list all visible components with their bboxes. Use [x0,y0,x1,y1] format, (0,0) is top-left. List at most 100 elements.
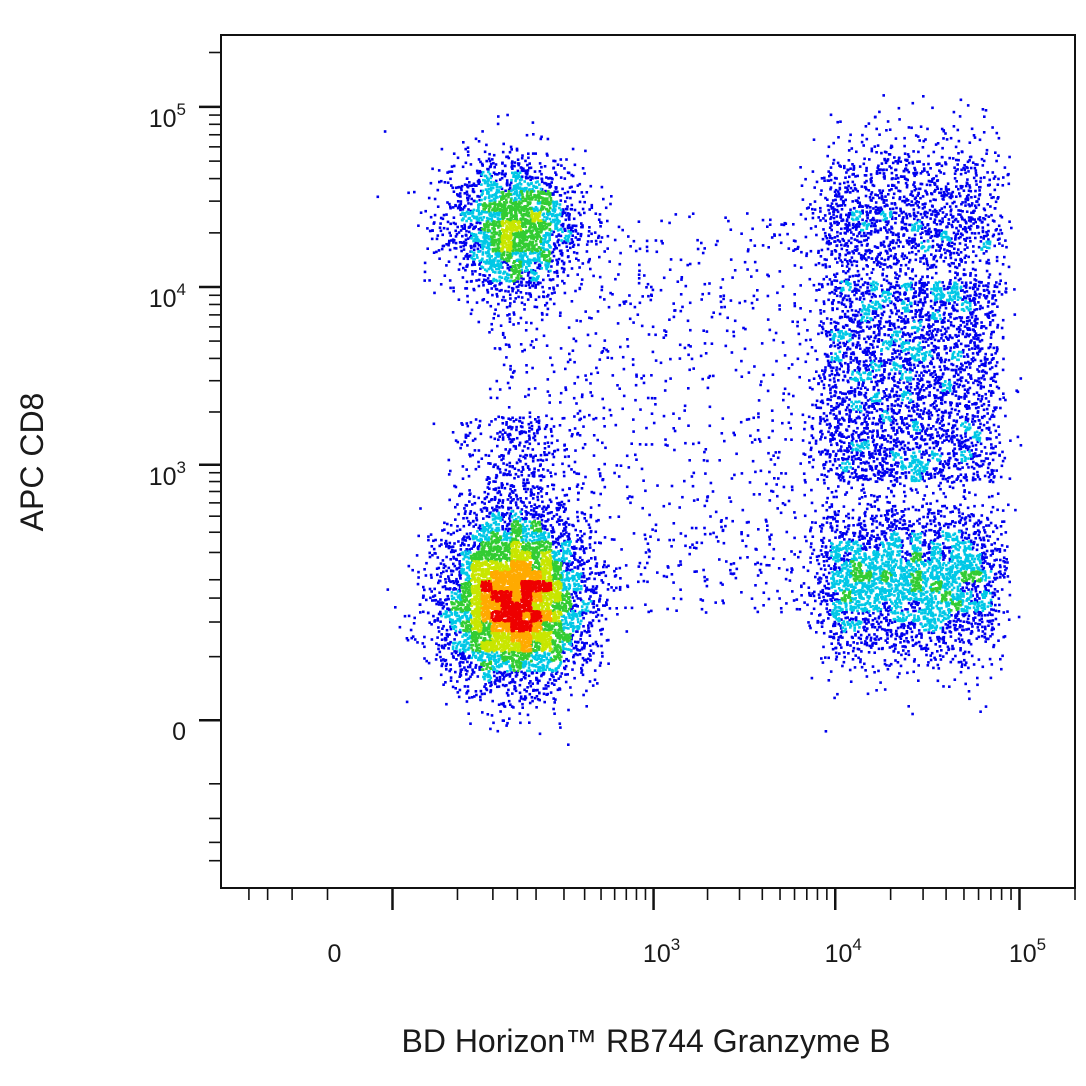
event-dot [560,519,564,522]
event-dot [588,344,592,348]
event-dot [888,525,891,529]
event-dot [540,311,544,315]
event-dot [489,727,492,731]
event-dot [913,388,917,391]
event-dot [865,635,869,639]
event-dot [964,415,968,419]
event-dot [987,258,990,262]
event-dot [606,356,610,359]
event-dot [989,452,992,456]
event-dot [824,263,827,266]
event-dot [638,263,641,267]
event-dot [957,327,961,330]
event-dot [575,547,578,550]
event-dot [949,136,953,140]
event-dot [693,570,696,573]
event-dot [545,453,549,457]
event-dot [984,392,987,396]
event-dot [877,616,881,620]
event-dot [964,521,968,524]
event-dot [608,260,611,263]
event-dot [825,275,828,278]
event-dot [810,488,813,492]
event-dot [828,455,832,459]
event-dot [841,457,844,460]
event-dot [947,648,950,652]
event-dot [912,150,915,153]
event-dot [780,472,783,475]
event-dot [692,471,696,475]
event-dot [847,524,851,527]
event-dot [825,334,829,338]
event-dot [465,287,469,290]
event-dot [509,302,512,305]
event-dot [927,631,931,634]
event-dot [1002,520,1006,523]
event-dot [1003,549,1007,552]
event-dot [814,225,817,228]
event-dot [728,496,731,499]
event-dot [965,197,968,200]
event-dot [425,598,428,602]
event-dot [732,562,736,565]
event-dot [885,509,889,513]
event-dot [987,300,991,303]
event-dot [533,486,536,490]
event-dot [880,257,883,260]
event-dot [947,523,950,526]
event-dot [599,474,602,478]
event-dot [478,424,481,427]
event-dot [982,159,986,163]
event-dot [569,196,572,200]
event-dot [804,338,808,342]
event-dot [672,581,675,584]
event-dot [431,599,434,602]
event-dot [911,644,915,647]
event-dot [877,638,880,641]
event-dot [812,607,816,611]
event-dot [449,676,453,679]
event-dot [887,358,890,362]
event-dot [474,137,478,141]
event-dot [601,397,604,401]
event-dot [479,508,483,511]
event-dot [580,222,583,225]
event-dot [416,582,420,586]
event-dot [841,378,845,382]
event-dot [753,438,757,441]
event-dot [984,296,987,299]
event-dot [949,213,953,216]
event-dot [602,417,606,420]
event-dot [787,367,791,370]
event-dot [942,492,946,495]
event-dot [992,357,995,360]
event-dot [644,443,648,446]
event-dot [606,588,610,591]
event-dot [555,269,559,273]
event-dot [584,374,587,377]
event-dot [865,137,869,141]
event-dot [848,267,851,271]
event-dot [884,263,887,266]
event-dot [764,518,768,522]
event-dot [592,491,596,495]
event-dot [982,538,986,542]
event-dot [576,653,579,657]
event-dot [429,181,433,185]
event-dot [508,425,512,428]
event-dot [990,366,994,369]
event-dot [916,491,919,494]
event-dot [459,186,463,190]
event-dot [869,639,873,642]
event-dot [567,499,571,503]
event-dot [809,529,812,533]
event-dot [502,454,505,458]
event-dot [921,395,924,398]
event-dot [568,358,572,361]
event-dot [540,177,543,181]
event-dot [683,404,687,408]
event-dot [643,566,647,570]
event-dot [963,388,967,391]
event-dot [458,494,461,498]
event-dot [987,463,991,466]
